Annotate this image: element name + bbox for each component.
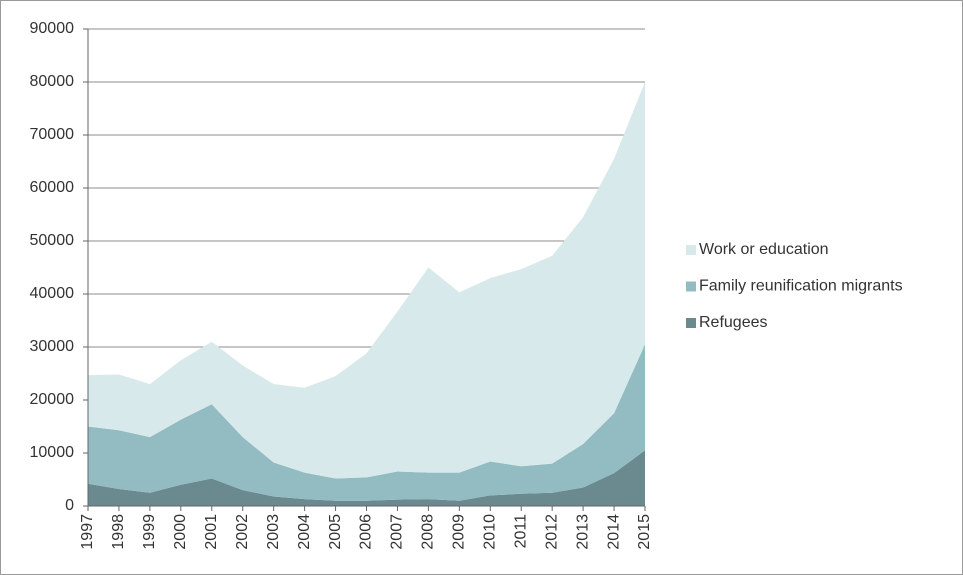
x-tick-label: 2008 xyxy=(420,514,437,550)
x-tick-label: 2014 xyxy=(605,514,622,550)
y-tick-label: 0 xyxy=(65,497,74,514)
x-tick-label: 2002 xyxy=(234,514,251,550)
axes: 0 10000 20000 30000 40000 50000 60000 70000 8000… xyxy=(30,20,654,549)
x-tick-label: 1998 xyxy=(110,514,127,550)
x-tick-label: 1997 xyxy=(79,514,96,550)
x-tick-label: 2009 xyxy=(451,514,468,550)
x-tick-label: 2006 xyxy=(358,514,375,550)
y-tick-label: 90000 xyxy=(30,20,75,37)
areas xyxy=(88,82,645,506)
legend-swatch xyxy=(686,281,696,292)
y-tick-label: 80000 xyxy=(30,73,75,90)
legend-swatch xyxy=(686,245,696,255)
legend-label: Refugees xyxy=(699,314,768,331)
x-tick-label: 2003 xyxy=(265,514,282,550)
x-tick-label: 2005 xyxy=(327,514,344,550)
x-tick-label: 2004 xyxy=(296,514,313,550)
x-tick-label: 2012 xyxy=(543,514,560,550)
area xyxy=(88,344,645,501)
x-tick-label: 2001 xyxy=(203,514,220,550)
y-tick-label: 60000 xyxy=(30,179,75,196)
area xyxy=(88,82,645,479)
legend-label: Family reunification migrants xyxy=(699,278,903,295)
y-tick-label: 50000 xyxy=(30,232,75,249)
y-tick-label: 40000 xyxy=(30,285,75,302)
y-tick-label: 20000 xyxy=(30,391,75,408)
x-tick-label: 2013 xyxy=(574,514,591,550)
x-tick-label: 2010 xyxy=(481,514,498,550)
area xyxy=(88,450,645,506)
x-tick-label: 2011 xyxy=(512,514,529,549)
x-tick-label: 2015 xyxy=(636,514,653,550)
legend-label: Work or education xyxy=(699,241,829,258)
x-tick-label: 1999 xyxy=(141,514,158,550)
legend: Work or education Family reunification mi… xyxy=(686,241,903,331)
y-tick-label: 10000 xyxy=(30,444,75,461)
y-tick-label: 70000 xyxy=(30,126,75,143)
y-tick-label: 30000 xyxy=(30,338,75,355)
x-tick-label: 2000 xyxy=(172,514,189,550)
legend-swatch xyxy=(686,318,696,328)
x-tick-label: 2007 xyxy=(389,514,406,550)
